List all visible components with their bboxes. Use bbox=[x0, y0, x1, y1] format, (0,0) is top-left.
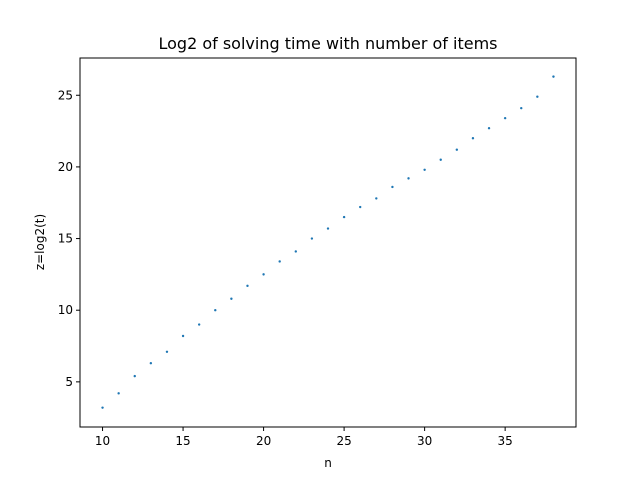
data-point bbox=[133, 374, 136, 378]
data-point bbox=[439, 158, 442, 161]
y-tick-label: 25 bbox=[58, 88, 73, 102]
x-tick-label: 30 bbox=[417, 434, 432, 448]
x-axis-ticks: 10 15 20 25 30 35 bbox=[95, 427, 513, 448]
data-point bbox=[214, 309, 217, 312]
data-point bbox=[117, 392, 120, 395]
y-tick-label: 15 bbox=[58, 232, 73, 246]
plot-frame bbox=[79, 57, 577, 428]
data-point bbox=[197, 323, 201, 326]
x-tick-label: 25 bbox=[336, 434, 351, 448]
data-point bbox=[181, 334, 185, 338]
data-point bbox=[455, 148, 459, 151]
data-point bbox=[552, 75, 555, 78]
data-point bbox=[165, 350, 169, 353]
data-point bbox=[230, 297, 233, 300]
chart-title: Log2 of solving time with number of item… bbox=[158, 34, 497, 53]
data-point bbox=[262, 273, 265, 276]
x-tick-label: 35 bbox=[498, 434, 513, 448]
y-tick-label: 5 bbox=[65, 375, 73, 389]
y-tick-label: 10 bbox=[58, 303, 73, 317]
data-point bbox=[326, 227, 330, 230]
x-tick-label: 10 bbox=[95, 434, 110, 448]
data-point bbox=[536, 95, 539, 98]
y-tick-label: 20 bbox=[58, 160, 73, 174]
data-point bbox=[471, 137, 475, 140]
data-point bbox=[246, 284, 249, 288]
data-point bbox=[310, 237, 314, 240]
data-point bbox=[375, 197, 378, 200]
data-points bbox=[101, 75, 555, 409]
data-point bbox=[294, 250, 297, 253]
data-point bbox=[101, 406, 104, 409]
y-axis-ticks: 5 10 15 20 25 bbox=[58, 88, 80, 389]
data-point bbox=[149, 362, 153, 365]
x-tick-label: 15 bbox=[175, 434, 190, 448]
data-point bbox=[278, 260, 281, 263]
data-point bbox=[503, 116, 507, 120]
data-point bbox=[487, 127, 491, 130]
data-point bbox=[407, 177, 410, 180]
x-tick-label: 20 bbox=[256, 434, 271, 448]
data-point bbox=[520, 106, 523, 110]
data-point bbox=[391, 185, 394, 189]
data-point bbox=[423, 168, 426, 171]
data-point bbox=[342, 215, 346, 219]
y-axis-label: z=log2(t) bbox=[33, 214, 47, 270]
data-point bbox=[359, 205, 362, 209]
x-axis-label: n bbox=[324, 456, 332, 470]
